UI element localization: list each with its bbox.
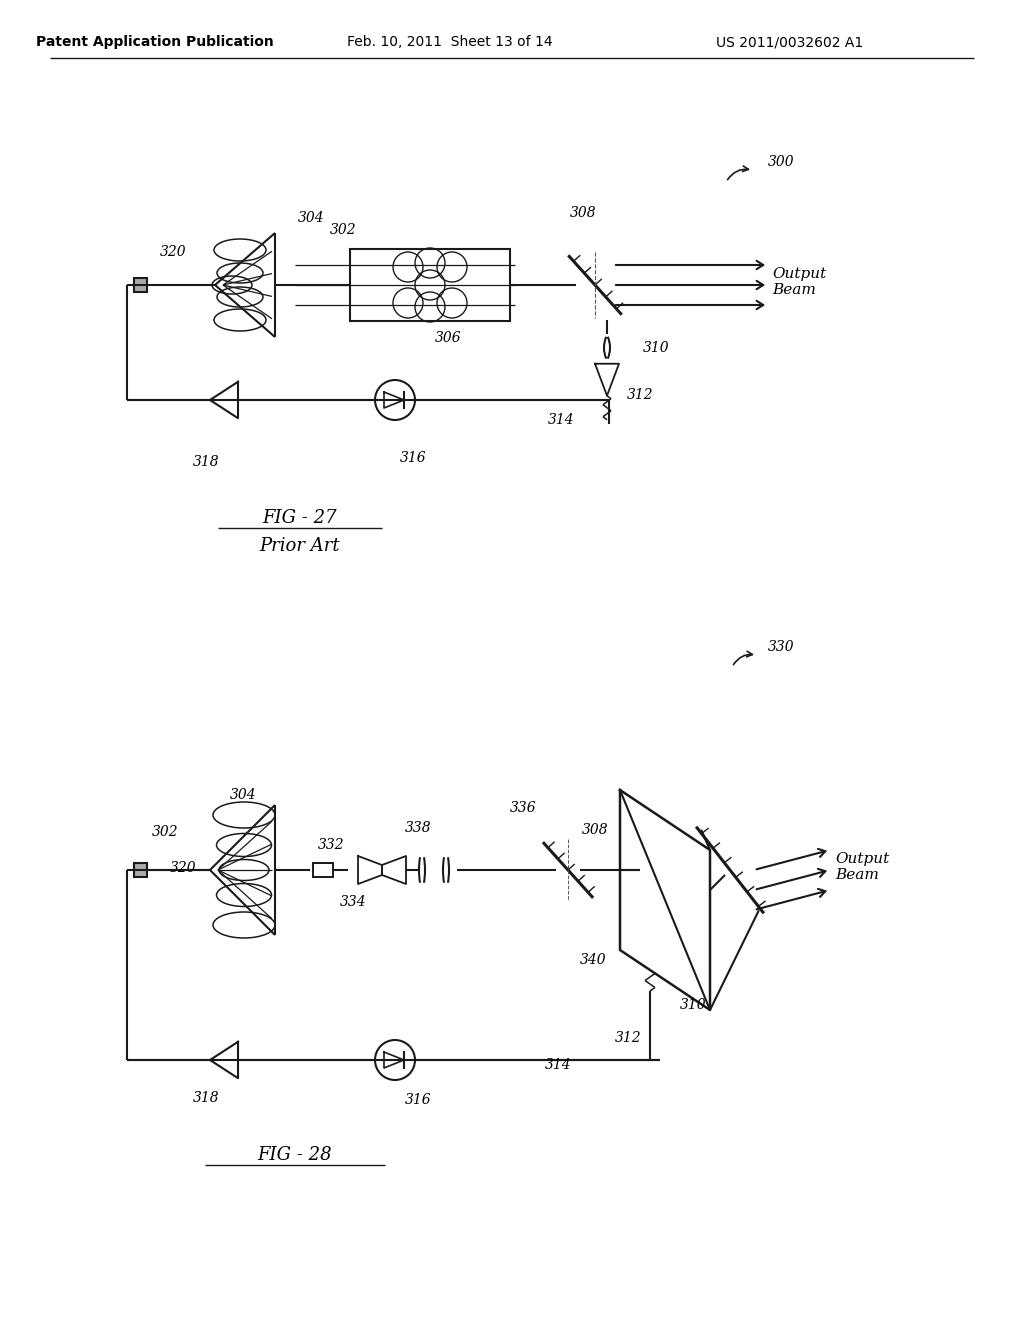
Text: 314: 314 xyxy=(545,1059,571,1072)
Text: 306: 306 xyxy=(435,331,462,345)
Text: 312: 312 xyxy=(615,1031,642,1045)
Text: 308: 308 xyxy=(582,822,608,837)
Text: 316: 316 xyxy=(406,1093,432,1107)
Text: 302: 302 xyxy=(152,825,178,840)
FancyBboxPatch shape xyxy=(350,249,510,321)
Text: 332: 332 xyxy=(318,838,345,851)
Text: Output
Beam: Output Beam xyxy=(835,851,889,882)
Text: 334: 334 xyxy=(340,895,367,909)
Text: 300: 300 xyxy=(768,154,795,169)
Text: Output
Beam: Output Beam xyxy=(772,267,826,297)
FancyBboxPatch shape xyxy=(134,279,147,292)
Text: 312: 312 xyxy=(627,388,653,403)
Text: 320: 320 xyxy=(160,246,186,259)
Text: US 2011/0032602 A1: US 2011/0032602 A1 xyxy=(717,36,863,49)
Text: FIG - 27: FIG - 27 xyxy=(263,510,337,527)
Text: Feb. 10, 2011  Sheet 13 of 14: Feb. 10, 2011 Sheet 13 of 14 xyxy=(347,36,553,49)
Text: 316: 316 xyxy=(400,451,427,465)
Text: 302: 302 xyxy=(330,223,356,238)
Text: 336: 336 xyxy=(510,801,537,814)
Text: 304: 304 xyxy=(298,211,325,224)
Text: 304: 304 xyxy=(230,788,257,803)
Text: 314: 314 xyxy=(548,413,574,426)
Text: 330: 330 xyxy=(768,640,795,653)
Text: 338: 338 xyxy=(406,821,432,836)
FancyBboxPatch shape xyxy=(313,863,333,876)
Text: 310: 310 xyxy=(680,998,707,1012)
Text: 310: 310 xyxy=(643,341,670,355)
Text: 308: 308 xyxy=(570,206,597,220)
Text: 320: 320 xyxy=(170,861,197,875)
Text: 318: 318 xyxy=(193,455,219,469)
Text: 318: 318 xyxy=(193,1092,219,1105)
Text: FIG - 28: FIG - 28 xyxy=(258,1146,333,1164)
Text: Prior Art: Prior Art xyxy=(260,537,340,554)
Text: Patent Application Publication: Patent Application Publication xyxy=(36,36,273,49)
FancyBboxPatch shape xyxy=(134,863,147,876)
Text: 340: 340 xyxy=(580,953,606,968)
